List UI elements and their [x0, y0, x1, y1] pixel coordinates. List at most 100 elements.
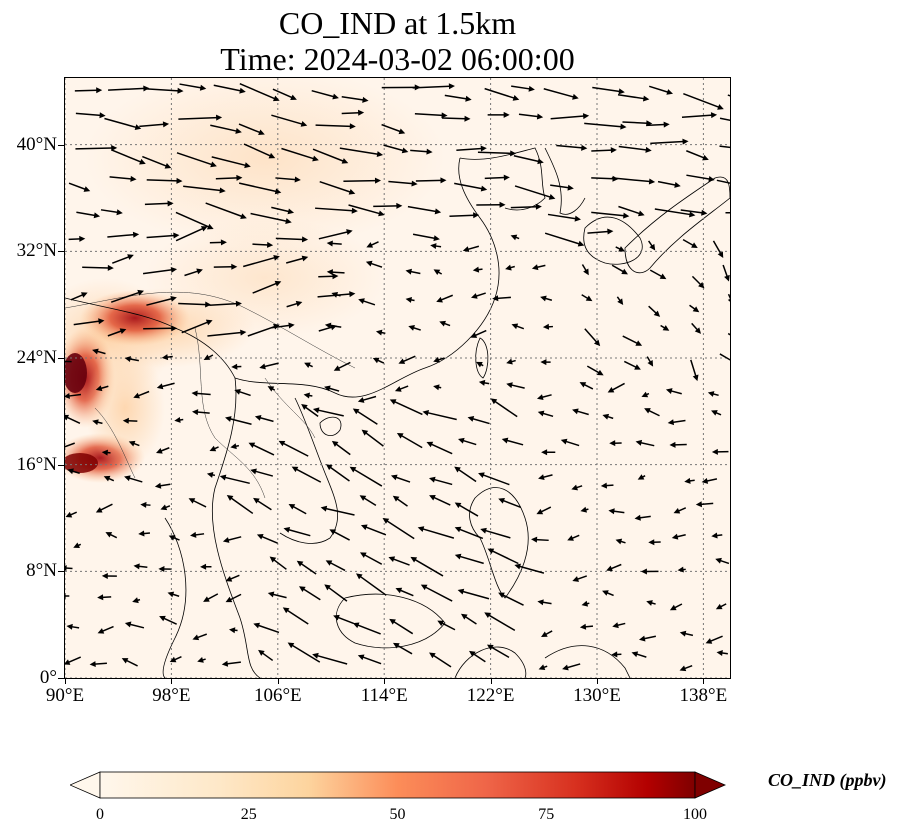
- wind-arrow: [168, 535, 180, 541]
- wind-arrow: [470, 329, 487, 338]
- wind-arrow: [682, 238, 698, 249]
- wind-arrow: [484, 612, 516, 632]
- wind-arrow: [103, 475, 115, 482]
- lon-tick-label: 138°E: [679, 685, 728, 706]
- colorbar-label: CO_IND (ppbv): [768, 770, 887, 790]
- wind-arrow: [324, 584, 348, 602]
- wind-arrow: [579, 623, 594, 630]
- wind-arrow: [711, 448, 729, 455]
- wind-arrow: [254, 415, 274, 423]
- lon-tick-label: 106°E: [253, 685, 302, 706]
- wind-arrow: [600, 482, 614, 489]
- wind-arrow: [458, 437, 477, 446]
- wind-arrow: [65, 442, 75, 449]
- wind-arrow: [498, 592, 524, 606]
- wind-arrow: [646, 356, 654, 367]
- wind-arrow: [341, 96, 369, 103]
- wind-arrow: [175, 211, 214, 230]
- wind-arrow: [454, 553, 484, 565]
- wind-arrow: [142, 266, 178, 275]
- wind-arrow: [211, 156, 251, 169]
- wind-arrow: [75, 145, 118, 152]
- lon-tick-label: 98°E: [152, 685, 191, 706]
- wind-arrow: [476, 361, 484, 368]
- wind-arrow: [70, 292, 88, 301]
- wind-arrow: [326, 464, 350, 482]
- wind-arrow: [669, 603, 683, 611]
- wind-arrow: [467, 415, 490, 425]
- wind-arrow: [571, 484, 583, 491]
- wind-arrow: [65, 565, 73, 572]
- wind-arrow: [581, 264, 589, 276]
- country-borders: [65, 292, 356, 499]
- wind-arrow: [592, 86, 625, 95]
- wind-arrow: [188, 498, 207, 508]
- wind-arrow: [719, 353, 730, 364]
- wind-arrow: [333, 614, 354, 625]
- wind-arrow: [222, 536, 242, 543]
- wind-arrow: [343, 177, 382, 184]
- wind-arrow: [178, 301, 212, 308]
- wind-arrow: [671, 533, 686, 540]
- wind-arrow: [183, 185, 226, 194]
- wind-arrow: [68, 182, 91, 192]
- wind-arrow: [238, 182, 282, 195]
- wind-arrow: [711, 410, 722, 416]
- wind-arrow: [486, 644, 510, 659]
- wind-arrow: [715, 603, 727, 610]
- wind-arrow: [510, 234, 520, 241]
- wind-arrow: [410, 148, 433, 155]
- wind-arrow: [669, 441, 687, 448]
- wind-arrow: [389, 618, 414, 635]
- wind-arrow: [462, 245, 480, 253]
- wind-arrow: [355, 573, 387, 596]
- wind-arrow: [357, 654, 382, 665]
- wind-arrow: [537, 410, 554, 418]
- wind-arrow: [648, 539, 661, 546]
- wind-arrow: [622, 335, 643, 346]
- wind-arrow: [238, 123, 265, 136]
- lon-tick-mark: [277, 678, 279, 684]
- lat-tick-mark: [58, 678, 64, 679]
- wind-arrow: [460, 613, 477, 625]
- wind-arrow: [679, 664, 693, 672]
- title-variable: CO_IND at 1.5km: [278, 5, 517, 41]
- wind-arrow: [623, 360, 641, 370]
- wind-arrow: [67, 468, 80, 475]
- wind-arrow: [716, 650, 728, 657]
- wind-arrow: [97, 625, 114, 634]
- wind-arrow: [304, 362, 313, 368]
- wind-arrow: [154, 482, 171, 489]
- wind-arrow: [325, 560, 346, 572]
- lat-tick-label: 16°N: [16, 453, 57, 475]
- wind-arrow: [361, 429, 384, 447]
- wind-arrow: [531, 264, 546, 271]
- wind-arrow: [124, 356, 139, 362]
- map-canvas: [65, 78, 730, 678]
- wind-arrow: [210, 124, 242, 134]
- wind-arrow: [540, 359, 551, 366]
- wind-arrow: [176, 152, 217, 168]
- wind-arrow: [278, 440, 309, 457]
- wind-arrow: [275, 176, 301, 183]
- wind-arrow: [175, 226, 208, 242]
- wind-arrow: [383, 144, 409, 154]
- wind-arrow: [203, 593, 219, 602]
- wind-arrow: [161, 354, 173, 361]
- wind-arrow: [275, 236, 309, 243]
- wind-arrow: [641, 391, 650, 398]
- wind-arrow: [324, 322, 342, 329]
- map-panel: [65, 78, 730, 678]
- wind-arrow: [65, 392, 82, 399]
- wind-arrow: [315, 123, 356, 130]
- wind-arrow: [412, 233, 440, 242]
- wind-arrow: [618, 205, 645, 217]
- wind-arrow: [373, 202, 403, 209]
- wind-arrow: [536, 506, 552, 515]
- wind-arrow: [110, 289, 144, 303]
- wind-arrow: [191, 409, 210, 416]
- wind-arrow: [324, 385, 340, 392]
- wind-arrow: [281, 147, 319, 162]
- wind-arrow: [686, 150, 709, 161]
- wind-arrow: [95, 503, 113, 513]
